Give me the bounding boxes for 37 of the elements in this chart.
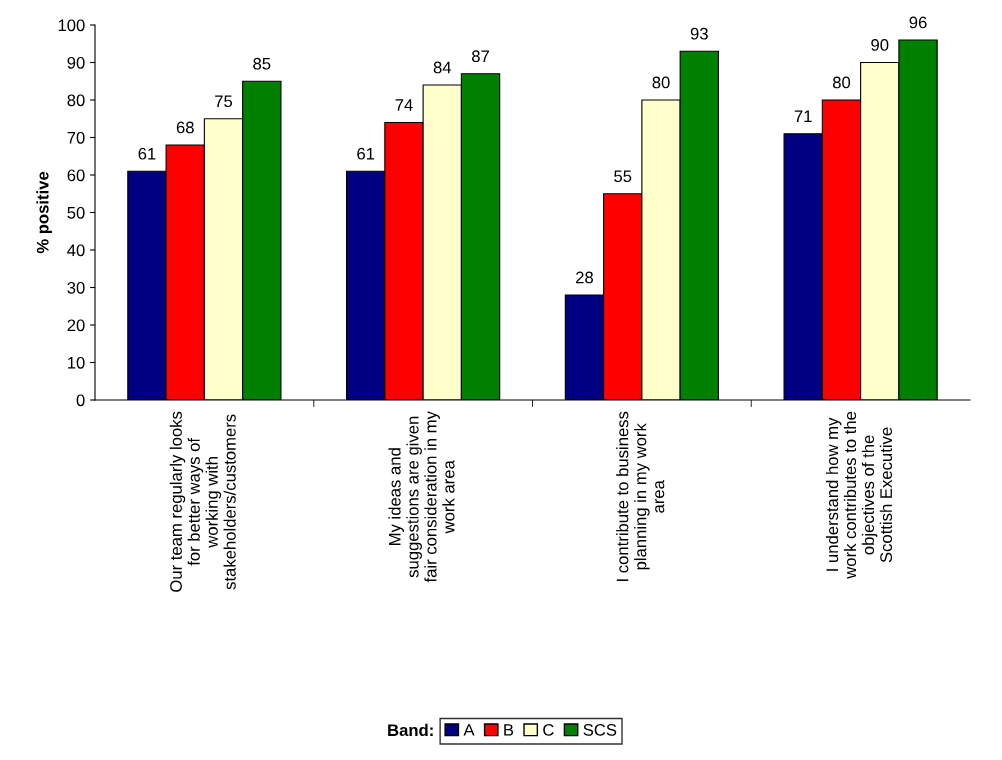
legend-label: A [463,724,475,736]
data-label: 80 [832,76,851,89]
x-tick-label: Our team regularly looks for better ways of working with stakeholders/customers [169,411,236,592]
data-label: 61 [138,147,156,160]
legend-title: Band: [388,723,433,737]
y-tick-label: 70 [67,131,85,144]
y-tick-label: 0 [76,394,85,407]
data-label: 96 [909,16,927,29]
y-tick-label: 50 [67,206,85,219]
y-tick-label: 40 [67,244,85,257]
data-label: 90 [871,39,889,51]
y-tick-label: 100 [58,19,85,32]
data-label: 80 [652,76,670,89]
legend-label: B [504,724,514,736]
y-axis-title: % positive [36,171,52,254]
data-label: 75 [215,95,233,108]
data-label: 61 [357,147,375,160]
data-label: 28 [576,271,593,284]
data-label: 55 [614,170,632,183]
data-label: 71 [794,110,812,122]
y-tick-label: 10 [68,356,85,369]
data-label: 87 [472,50,489,63]
y-tick-label: 60 [67,169,85,182]
x-tick-label: I contribute to business planning in my work area [616,411,665,581]
data-label: 74 [395,99,413,111]
legend-label: C [543,723,554,736]
data-label: 68 [176,121,194,134]
y-tick-label: 30 [67,281,85,294]
data-label: 93 [690,27,708,40]
data-label: 84 [433,61,452,74]
data-label: 85 [253,57,271,70]
y-tick-label: 80 [67,94,85,107]
x-tick-label: I understand how my work contributes to the objectives of the Scottish Executive [825,411,893,579]
y-tick-label: 90 [67,56,85,69]
legend-label: SCS [583,723,617,736]
y-tick-label: 20 [67,319,85,332]
x-tick-label: My ideas and suggestions are given fair consideration in my work area [388,411,455,583]
